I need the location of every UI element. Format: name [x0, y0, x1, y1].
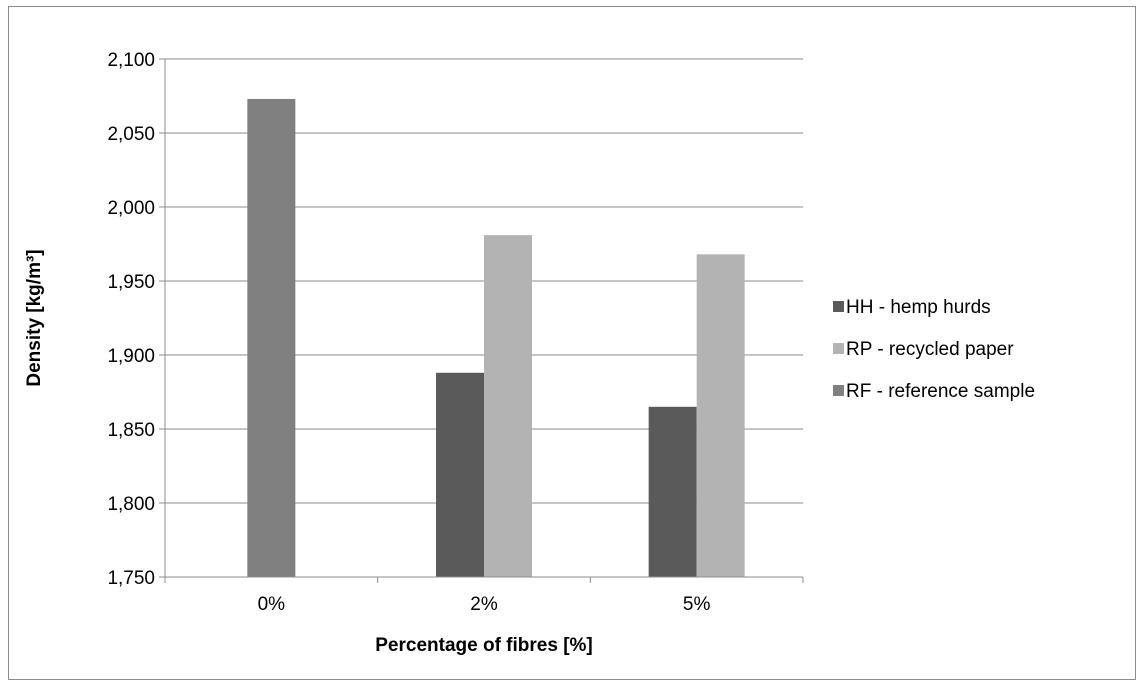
axes: [164, 59, 804, 583]
x-axis-title: Percentage of fibres [%]: [375, 635, 593, 656]
legend-label: HH - hemp hurds: [846, 297, 991, 318]
y-tick-label: 1,900: [107, 346, 155, 367]
y-axis-title: Density [kg/m³]: [24, 249, 45, 386]
y-tick-labels: 1,750 1,800 1,850 1,900 1,950 2,000 2,050 2,100: [107, 50, 155, 589]
y-tick-label: 1,800: [107, 494, 155, 515]
y-tick-label: 1,750: [107, 568, 155, 589]
x-tick-label: 0%: [258, 594, 286, 615]
chart-frame: [8, 6, 1136, 680]
legend-label: RF - reference sample: [846, 381, 1035, 402]
x-tick-labels: 0% 2% 5%: [258, 594, 711, 615]
x-tick-label: 2%: [470, 594, 498, 615]
y-tick-label: 2,000: [107, 198, 155, 219]
legend-swatch: [833, 301, 844, 312]
x-tick-label: 5%: [683, 594, 711, 615]
y-tick-label: 2,050: [107, 124, 155, 145]
legend-swatch: [833, 343, 844, 354]
y-tick-label: 1,850: [107, 420, 155, 441]
bar: [696, 254, 745, 578]
y-tick-label: 1,950: [107, 272, 155, 293]
bar: [648, 406, 697, 577]
bar: [484, 235, 532, 577]
bar: [247, 98, 296, 578]
bars: [247, 98, 745, 578]
bar: [436, 372, 484, 577]
legend-swatch: [833, 385, 844, 396]
legend-label: RP - recycled paper: [846, 339, 1014, 360]
legend: HH - hemp hurds RP - recycled paper RF - r…: [833, 297, 1035, 402]
y-tick-label: 2,100: [107, 50, 155, 71]
